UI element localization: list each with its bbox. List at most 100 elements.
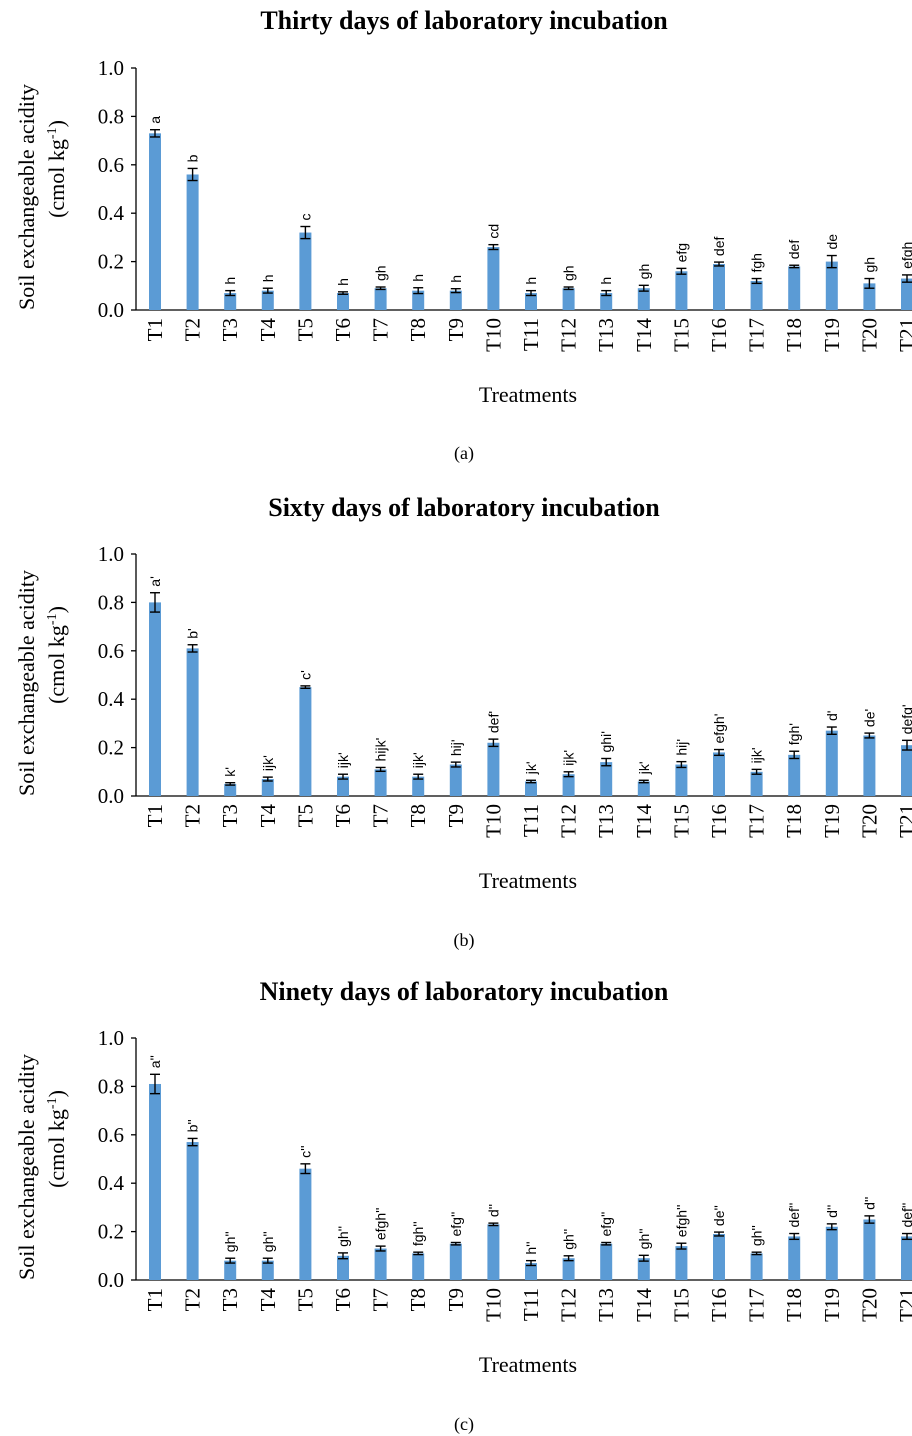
- bar-T3: [224, 1260, 237, 1280]
- chart-title: Thirty days of laboratory incubation: [260, 6, 668, 35]
- x-tick-label-T13: T13: [594, 804, 618, 838]
- significance-letter-T5: c: [297, 214, 313, 221]
- x-tick-label-T20: T20: [857, 1288, 881, 1322]
- significance-letter-T2: b: [185, 154, 201, 162]
- significance-letter-T13: ghi': [598, 731, 614, 752]
- bar-T19: [825, 1226, 838, 1280]
- x-tick-label-T10: T10: [481, 318, 505, 352]
- significance-letter-T14: gh'': [636, 1228, 652, 1249]
- x-tick-label-T18: T18: [782, 318, 806, 352]
- x-tick-label-T7: T7: [369, 318, 393, 341]
- bar-T4: [261, 1260, 274, 1280]
- significance-letter-T20: gh: [861, 257, 877, 273]
- bar-T20: [863, 1219, 876, 1280]
- significance-letter-T8: h: [410, 274, 426, 282]
- x-tick-label-T10: T10: [481, 804, 505, 838]
- x-tick-label-T2: T2: [181, 1288, 205, 1311]
- bar-T8: [412, 290, 425, 310]
- x-tick-label-T19: T19: [820, 804, 844, 838]
- chart-panel-1: Thirty days of laboratory incubation Soil…: [14, 6, 912, 464]
- x-tick-label-T11: T11: [519, 318, 543, 351]
- x-tick-label-T1: T1: [143, 804, 167, 827]
- significance-letter-T19: d': [824, 711, 840, 721]
- x-tick-label-T4: T4: [256, 1288, 280, 1312]
- bar-T12: [562, 1258, 575, 1280]
- y-tick-label: 0.8: [98, 1074, 124, 1098]
- x-tick-label-T21: T21: [895, 318, 912, 352]
- bar-T8: [412, 1253, 425, 1280]
- significance-letter-T11: h'': [523, 1241, 539, 1254]
- bar-T20: [863, 735, 876, 796]
- y-tick-label: 1.0: [98, 1026, 124, 1050]
- significance-letter-T17: fgh: [749, 253, 765, 272]
- significance-letter-T12: ijk': [561, 750, 577, 766]
- significance-letter-T14: jk': [636, 761, 652, 775]
- x-tick-label-T12: T12: [557, 804, 581, 838]
- bar-T4: [261, 290, 274, 310]
- y-tick-label: 0.2: [98, 736, 124, 760]
- x-tick-label-T18: T18: [782, 804, 806, 838]
- bar-T3: [224, 783, 237, 796]
- significance-letter-T12: gh: [561, 265, 577, 281]
- bar-T14: [637, 1258, 650, 1280]
- x-tick-label-T17: T17: [745, 1288, 769, 1322]
- significance-letter-T11: h: [523, 277, 539, 285]
- significance-letter-T1: a': [147, 576, 163, 586]
- x-tick-label-T4: T4: [256, 318, 280, 342]
- bar-T13: [600, 293, 613, 310]
- bar-T1: [149, 602, 161, 796]
- bar-T17: [750, 280, 763, 310]
- bar-T13: [600, 762, 613, 796]
- bar-T11: [525, 293, 537, 310]
- x-tick-label-T20: T20: [857, 804, 881, 838]
- y-tick-label: 0.0: [98, 1268, 124, 1292]
- x-tick-label-T8: T8: [406, 318, 430, 341]
- x-tick-label-T15: T15: [669, 804, 693, 838]
- x-axis-label: Treatments: [479, 1352, 577, 1377]
- x-axis-label: Treatments: [479, 868, 577, 893]
- panel-caption: (a): [454, 443, 474, 464]
- x-tick-label-T11: T11: [519, 1288, 543, 1321]
- x-tick-label-T16: T16: [707, 318, 731, 352]
- significance-letter-T20: de': [861, 709, 877, 727]
- y-tick-label: 0.8: [98, 104, 124, 128]
- significance-letter-T11: jk': [523, 761, 539, 775]
- bar-T15: [675, 764, 688, 796]
- y-tick-label: 0.0: [98, 784, 124, 808]
- bar-T16: [713, 264, 725, 310]
- bar-T6: [337, 293, 349, 310]
- chart-title: Sixty days of laboratory incubation: [268, 493, 660, 522]
- bar-T5: [299, 1168, 312, 1280]
- chart-title: Ninety days of laboratory incubation: [260, 977, 669, 1006]
- significance-letter-T10: d'': [485, 1204, 501, 1217]
- bar-T16: [713, 752, 725, 796]
- x-tick-label-T2: T2: [181, 318, 205, 341]
- significance-letter-T12: gh'': [561, 1229, 577, 1250]
- bar-T21: [901, 1236, 912, 1280]
- bar-T7: [374, 288, 387, 310]
- bar-T18: [788, 754, 801, 796]
- significance-letter-T3: k': [222, 767, 238, 777]
- y-tick-label: 0.8: [98, 590, 124, 614]
- bar-T7: [374, 769, 387, 796]
- y-tick-label: 0.4: [98, 1171, 125, 1195]
- significance-letter-T6: gh'': [335, 1226, 351, 1247]
- y-axis-unit-label: (cmol kg-1): [44, 120, 69, 218]
- x-tick-label-T1: T1: [143, 1288, 167, 1311]
- y-tick-label: 0.2: [98, 1220, 124, 1244]
- bar-T9: [449, 1243, 462, 1280]
- significance-letter-T18: fgh': [786, 723, 802, 745]
- x-tick-label-T6: T6: [331, 1288, 355, 1311]
- bar-T12: [562, 288, 575, 310]
- x-tick-label-T13: T13: [594, 1288, 618, 1322]
- bar-T2: [186, 1142, 199, 1280]
- x-tick-label-T8: T8: [406, 1288, 430, 1311]
- y-tick-label: 0.6: [98, 153, 124, 177]
- significance-letter-T6: ijk': [335, 752, 351, 768]
- bar-T4: [261, 779, 274, 796]
- significance-letter-T15: hij': [673, 739, 689, 756]
- y-tick-label: 0.6: [98, 639, 124, 663]
- y-axis-unit-label: (cmol kg-1): [44, 606, 69, 704]
- x-tick-label-T5: T5: [293, 318, 317, 341]
